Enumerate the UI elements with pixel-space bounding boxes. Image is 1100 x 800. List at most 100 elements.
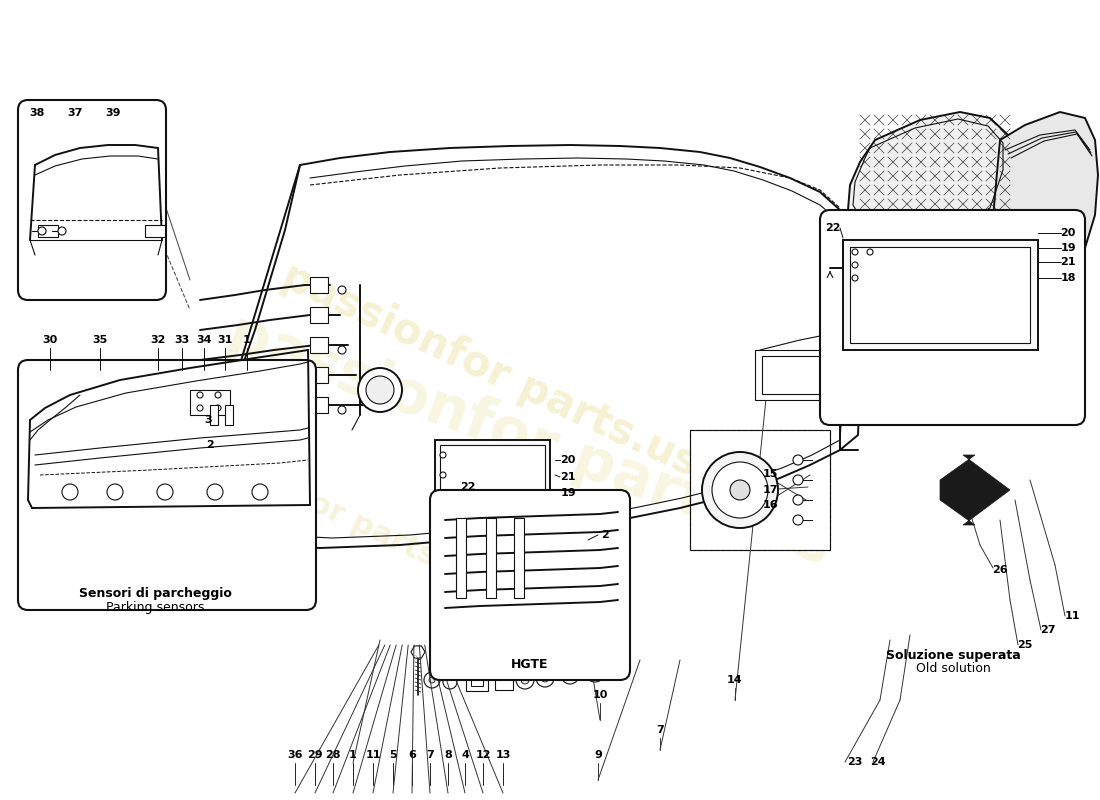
Circle shape [214, 405, 221, 411]
Text: 20: 20 [1060, 228, 1076, 238]
Text: 22: 22 [825, 223, 840, 233]
Circle shape [214, 392, 221, 398]
Text: HGTE: HGTE [512, 658, 549, 671]
Polygon shape [848, 112, 1010, 235]
Circle shape [252, 484, 268, 500]
Bar [486, 518, 496, 598]
Bar [471, 668, 483, 686]
Text: 28: 28 [326, 750, 341, 760]
Polygon shape [992, 112, 1098, 278]
Bar [310, 397, 328, 413]
Bar [310, 337, 328, 353]
Text: 9: 9 [594, 750, 602, 760]
Circle shape [852, 249, 858, 255]
Bar [190, 390, 230, 415]
Text: 21: 21 [560, 472, 575, 482]
Circle shape [338, 286, 346, 294]
Circle shape [566, 671, 574, 679]
Bar [39, 225, 58, 237]
Bar [850, 247, 1030, 343]
Text: ?: ? [412, 655, 417, 665]
Bar [690, 430, 830, 550]
Text: 5: 5 [389, 750, 397, 760]
Text: passionfor parts.us: passionfor parts.us [275, 255, 705, 485]
Bar [310, 307, 328, 323]
Text: 31: 31 [218, 335, 233, 345]
Circle shape [521, 676, 529, 684]
FancyBboxPatch shape [430, 490, 630, 680]
Text: 25: 25 [1018, 640, 1033, 650]
Bar [434, 440, 550, 530]
Bar [440, 445, 544, 525]
Bar [210, 405, 218, 425]
Text: 36: 36 [287, 750, 303, 760]
Text: 14: 14 [727, 675, 742, 685]
Text: 1: 1 [349, 750, 356, 760]
Text: 13: 13 [495, 750, 510, 760]
Circle shape [504, 506, 512, 514]
Circle shape [531, 534, 539, 542]
Circle shape [590, 667, 600, 677]
Text: 4: 4 [461, 750, 469, 760]
Polygon shape [411, 646, 425, 658]
Circle shape [561, 666, 579, 684]
Text: 19: 19 [1060, 243, 1076, 253]
Text: 18: 18 [1060, 273, 1076, 283]
Text: 16: 16 [762, 500, 778, 510]
Bar [495, 665, 513, 690]
Circle shape [440, 472, 446, 478]
Circle shape [730, 480, 750, 500]
Text: Old solution: Old solution [915, 662, 990, 674]
Circle shape [338, 406, 346, 414]
Bar [843, 240, 1038, 350]
Circle shape [536, 669, 554, 687]
Text: 27: 27 [1041, 625, 1056, 635]
Text: 21: 21 [1060, 257, 1076, 267]
Bar [226, 405, 233, 425]
Text: 15: 15 [762, 469, 778, 479]
Text: Parking sensors: Parking sensors [106, 601, 205, 614]
Polygon shape [940, 455, 1010, 525]
Bar [514, 518, 524, 598]
Bar [755, 350, 840, 400]
Text: 22: 22 [460, 482, 475, 492]
Text: Sensori di parcheggio: Sensori di parcheggio [78, 586, 231, 599]
Circle shape [62, 484, 78, 500]
Text: 6: 6 [408, 750, 416, 760]
FancyBboxPatch shape [18, 100, 166, 300]
Circle shape [512, 534, 519, 542]
Circle shape [481, 534, 490, 542]
Text: 26: 26 [992, 565, 1008, 575]
Text: 23: 23 [847, 757, 862, 767]
Circle shape [197, 405, 204, 411]
Text: 24: 24 [870, 757, 886, 767]
Circle shape [358, 368, 402, 412]
Circle shape [451, 534, 459, 542]
Circle shape [793, 475, 803, 485]
Bar [145, 225, 165, 237]
Circle shape [516, 671, 534, 689]
Text: 32: 32 [151, 335, 166, 345]
Bar [762, 356, 832, 394]
Circle shape [338, 346, 346, 354]
Text: 30: 30 [43, 335, 57, 345]
Bar [456, 518, 466, 598]
Circle shape [867, 249, 873, 255]
Circle shape [793, 495, 803, 505]
Text: 17: 17 [762, 485, 778, 495]
Circle shape [157, 484, 173, 500]
Text: 39: 39 [106, 108, 121, 118]
Circle shape [514, 516, 522, 524]
Bar [310, 277, 328, 293]
Text: 20: 20 [560, 455, 575, 465]
Text: 7: 7 [426, 750, 433, 760]
Circle shape [793, 515, 803, 525]
Circle shape [793, 455, 803, 465]
Text: 35: 35 [92, 335, 108, 345]
Circle shape [443, 675, 456, 689]
Text: Soluzione superata: Soluzione superata [886, 649, 1021, 662]
Text: 7: 7 [656, 725, 664, 735]
Text: 11: 11 [365, 750, 381, 760]
Circle shape [58, 227, 66, 235]
Text: 10: 10 [592, 690, 607, 700]
